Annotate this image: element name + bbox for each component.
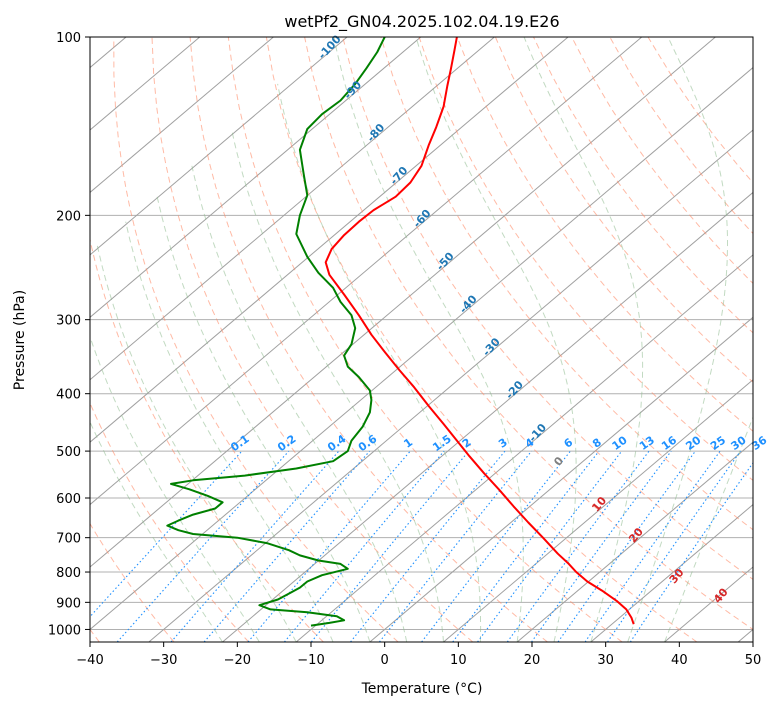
y-axis-title: Pressure (hPa) [12, 290, 28, 390]
isotherm-line [516, 441, 753, 642]
dry-adiabat-line [571, 37, 753, 285]
moist-adiabat-line [415, 37, 577, 642]
dry-adiabat-line [533, 37, 753, 334]
y-tick-label: 600 [56, 492, 81, 507]
y-tick-label: 1000 [48, 623, 81, 638]
moist-adiabat-line [664, 415, 753, 642]
y-tick-label: 800 [56, 566, 81, 581]
mixing-ratio-line [283, 450, 445, 642]
dewpoint-profile-line [166, 37, 386, 627]
moist-adiabat-line [231, 132, 444, 642]
mixing-ratio-line [116, 450, 290, 642]
mixing-ratio-line [477, 450, 623, 642]
isotherm-line [222, 191, 753, 642]
mixing-ratio-line [452, 450, 600, 642]
background-lines [90, 37, 753, 642]
moist-adiabat-line [90, 420, 223, 642]
y-axis: 100 200 300 400 500 600 700 800 900 1000 [48, 31, 90, 638]
mixing-ratio-line [378, 450, 533, 642]
dry-adiabat-line [380, 37, 753, 531]
moist-adiabat-line [90, 335, 260, 642]
isotherm-line [90, 37, 495, 381]
dry-adiabat-line [227, 37, 623, 642]
isotherm-line [148, 129, 753, 642]
mixing-ratio-line [629, 461, 753, 642]
mixing-ratio-line [557, 450, 696, 642]
x-tick-label: −30 [150, 653, 177, 668]
dry-adiabat-line [342, 37, 753, 580]
dry-adiabat-line [90, 522, 175, 642]
y-tick-label: 900 [56, 596, 81, 611]
x-tick-label: 20 [524, 653, 541, 668]
dry-adiabat-line [189, 37, 548, 642]
moist-adiabat-line [191, 165, 408, 642]
x-axis: −40 −30 −20 −10 0 10 20 30 40 50 [76, 642, 761, 668]
mixing-ratio-line [506, 450, 650, 642]
dry-adiabat-line [90, 401, 250, 642]
dry-adiabat-line [265, 37, 698, 642]
x-tick-label: 10 [450, 653, 467, 668]
moist-adiabat-line [96, 245, 297, 642]
isotherm-line [90, 37, 274, 194]
mixing-ratio-line [584, 450, 721, 642]
x-tick-label: −20 [224, 653, 251, 668]
x-tick-label: 30 [597, 653, 614, 668]
moist-adiabat-line [277, 83, 482, 642]
x-tick-label: −40 [76, 653, 103, 668]
plot-frame [89, 36, 754, 643]
dry-adiabat-line [90, 237, 324, 642]
dry-adiabat-line [456, 37, 753, 432]
moist-adiabat-line [156, 195, 371, 642]
series-layer [166, 37, 635, 627]
mixing-ratio-line [607, 450, 742, 642]
mixing-ratio-line [170, 450, 340, 642]
chart-title: wetPf2_GN04.2025.102.04.19.E26 [284, 12, 559, 32]
y-tick-label: 500 [56, 445, 81, 460]
y-tick-label: 400 [56, 388, 81, 403]
isotherm-line [90, 37, 716, 568]
isotherm-line [590, 503, 753, 642]
y-tick-label: 200 [56, 209, 81, 224]
moist-adiabat-line [523, 37, 644, 642]
mixing-ratio-line [310, 450, 470, 642]
x-tick-label: 50 [745, 653, 762, 668]
isotherm-line [295, 254, 753, 642]
isotherm-line [90, 37, 348, 256]
y-tick-label: 700 [56, 532, 81, 547]
isotherm-line [369, 316, 753, 642]
isotherm-line [90, 37, 643, 506]
isotherm-line [90, 37, 422, 318]
mixing-ratio-line [531, 450, 672, 642]
y-tick-label: 100 [56, 31, 81, 46]
isotherm-line [443, 379, 753, 642]
isotherm-line [90, 37, 569, 443]
dry-adiabat-line [494, 37, 753, 383]
x-axis-title: Temperature (°C) [361, 681, 483, 697]
x-tick-label: 0 [381, 653, 389, 668]
mixing-ratio-line [350, 450, 506, 642]
dry-adiabat-line [151, 37, 474, 642]
dry-adiabat-line [113, 37, 399, 642]
temperature-profile-line [324, 37, 635, 625]
moist-adiabat-line [627, 37, 728, 642]
x-tick-label: 40 [671, 653, 688, 668]
x-tick-label: −10 [297, 653, 324, 668]
dry-adiabat-line [304, 37, 753, 631]
y-tick-label: 300 [56, 314, 81, 329]
moist-adiabat-line [333, 37, 524, 642]
